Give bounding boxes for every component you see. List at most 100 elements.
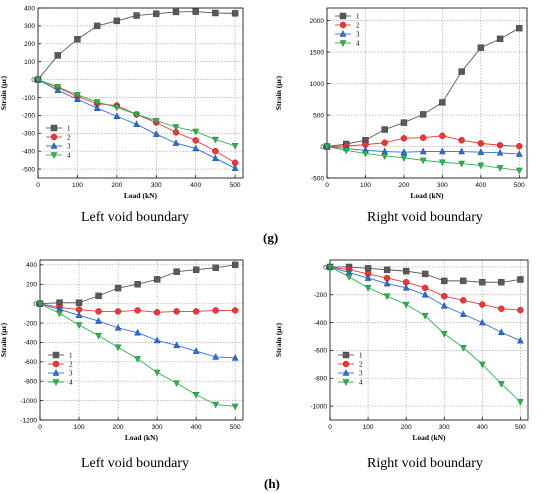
series-3-point-9 [498,328,505,336]
legend-1-marker [342,351,350,359]
x-tick-label-5: 500 [230,182,241,189]
y-tick-label-0: -500 [22,166,35,173]
series-1-point-9 [498,279,505,286]
series-3-point-6 [439,147,446,155]
legend-1-marker [50,124,58,132]
plot-frame [329,259,529,421]
series-2-point-10 [516,143,523,150]
series-4-point-5 [421,312,429,320]
series-1-point-10 [516,24,523,32]
series-3-point-6 [152,130,160,137]
x-tick-label-5: 500 [230,424,241,431]
series-3-point-8 [478,318,486,326]
x-tick-label-0: 0 [328,424,332,431]
series-4-point-8 [478,361,486,369]
y-tick-label-2: 500 [313,112,324,119]
series-2-point-7 [173,308,180,315]
series-2-point-10 [517,306,524,314]
y-tick-label-1: -400 [22,148,35,155]
series-1-point-10 [231,10,239,17]
legend-1-label: 1 [356,12,360,20]
y-tick-label-4: -100 [22,95,35,102]
series-4-point-2 [364,285,372,292]
legend-2-marker [339,21,347,29]
chart-h-right: 0 100 200 300 400 500 -1000 -800 -600 -400 -200 0 Lo… [274,252,550,452]
legend-4-label: 4 [356,39,360,47]
series-3-line [329,266,521,342]
row-label-g: (g) [263,230,279,245]
series-4-point-0 [323,143,331,151]
series-3-point-5 [421,290,429,298]
series-4-point-1 [342,147,350,155]
caption-h-right: Right void boundary [367,456,483,471]
series-3-point-5 [134,328,141,336]
series-3-point-10 [515,150,523,157]
legend-2-label: 2 [67,133,71,141]
series-1-point-2 [75,299,83,306]
legend-3-label: 3 [69,369,73,377]
x-axis-label: Load (kN) [125,433,159,442]
y-tick-label-6: 0 [33,301,37,308]
x-tick-label-1: 100 [360,182,371,189]
series-4-point-4 [114,344,122,352]
y-tick-label-0: -500 [311,175,324,182]
series-2-point-9 [496,142,504,149]
series-3-point-8 [192,347,200,354]
series-3-point-7 [458,147,465,155]
series-1-point-5 [134,281,141,288]
legend-1-marker [52,351,60,359]
legend-3-label: 3 [359,369,363,377]
chart-g-left-svg: 0 100 200 300 400 500 -500 -400 -300 -200 -100 0 100… [0,5,244,200]
y-tick-label-4: 1500 [310,49,325,56]
legend-4-label: 4 [359,378,363,386]
series-1-point-5 [419,111,427,118]
row-label-h: (h) [264,476,280,491]
series-1-point-6 [153,10,160,17]
y-axis-label: Strain (με) [274,322,283,357]
series-1-point-9 [212,264,219,271]
y-axis-label: Strain (με) [0,322,8,357]
x-tick-label-4: 400 [191,424,202,431]
y-tick-label-1: 0 [320,144,324,151]
y-tick-label-7: 200 [24,41,35,48]
plot-frame [326,7,528,179]
series-1-point-4 [400,119,408,126]
series-3-point-4 [114,323,122,331]
series-4-point-10 [517,399,524,406]
series-4-point-9 [212,136,219,144]
series-4-point-8 [192,392,200,399]
series-3-point-8 [477,148,485,155]
x-tick-label-5: 500 [514,182,525,189]
legend-4-marker [339,40,347,47]
y-axis-label: Strain (με) [274,75,283,110]
series-1-point-6 [439,99,446,106]
series-3-point-9 [496,148,504,156]
series-1-point-6 [153,276,161,283]
series-3-point-9 [212,154,219,162]
series-2-point-4 [400,135,408,142]
x-tick-label-3: 300 [437,182,448,189]
legend-1-label: 1 [69,351,73,359]
series-3-point-9 [212,353,219,360]
caption-h-left: Left void boundary [80,456,190,471]
series-4-point-3 [93,99,101,106]
y-tick-label-2: -600 [314,348,327,355]
y-tick-label-8: 400 [26,262,37,269]
series-2-point-6 [441,292,448,300]
series-3-point-10 [231,353,239,361]
y-tick-label-3: -400 [314,320,327,327]
series-4-point-4 [113,104,121,112]
x-axis-label: Load (kN) [124,191,158,200]
y-axis-label: Strain (με) [0,75,8,110]
x-tick-label-3: 300 [439,424,450,431]
series-1-point-8 [192,8,199,15]
series-2-point-7 [460,297,467,304]
series-1-point-8 [479,279,486,286]
legend-4-marker [342,379,350,386]
series-1-point-2 [364,265,372,272]
y-tick-label-0: -1200 [20,417,37,424]
y-tick-label-2: -300 [22,131,35,138]
series-4-point-2 [362,150,369,158]
series-3-point-5 [419,147,427,155]
legend-2-marker [342,360,350,368]
